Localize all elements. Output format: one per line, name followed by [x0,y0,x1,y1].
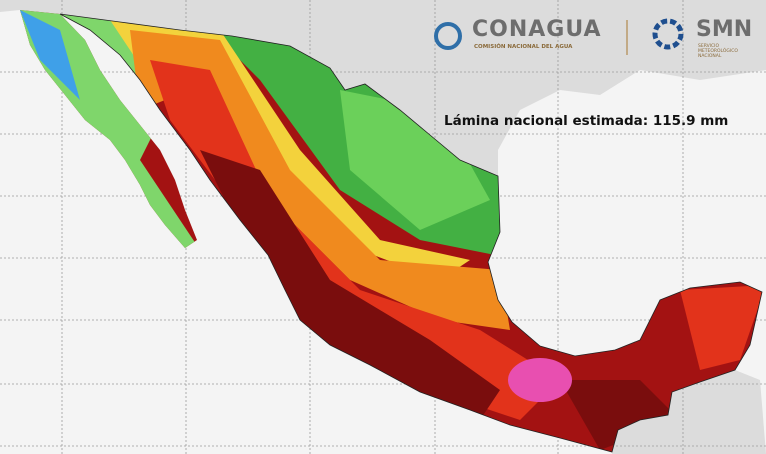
smn-title: SMN [696,17,753,42]
national-estimate: Lámina nacional estimada: 115.9 mm [444,113,729,129]
conagua-icon [434,22,462,50]
smn-subtitle: SERVICIO METEOROLÓGICO NACIONAL [698,44,738,59]
central-america-land [612,370,766,454]
conagua-subtitle: COMISIÓN NACIONAL DEL AGUA [474,44,573,50]
conagua-title: CONAGUA [472,17,602,42]
smn-icon [652,18,684,50]
mexico-border [59,13,763,453]
usa-land [0,0,766,176]
